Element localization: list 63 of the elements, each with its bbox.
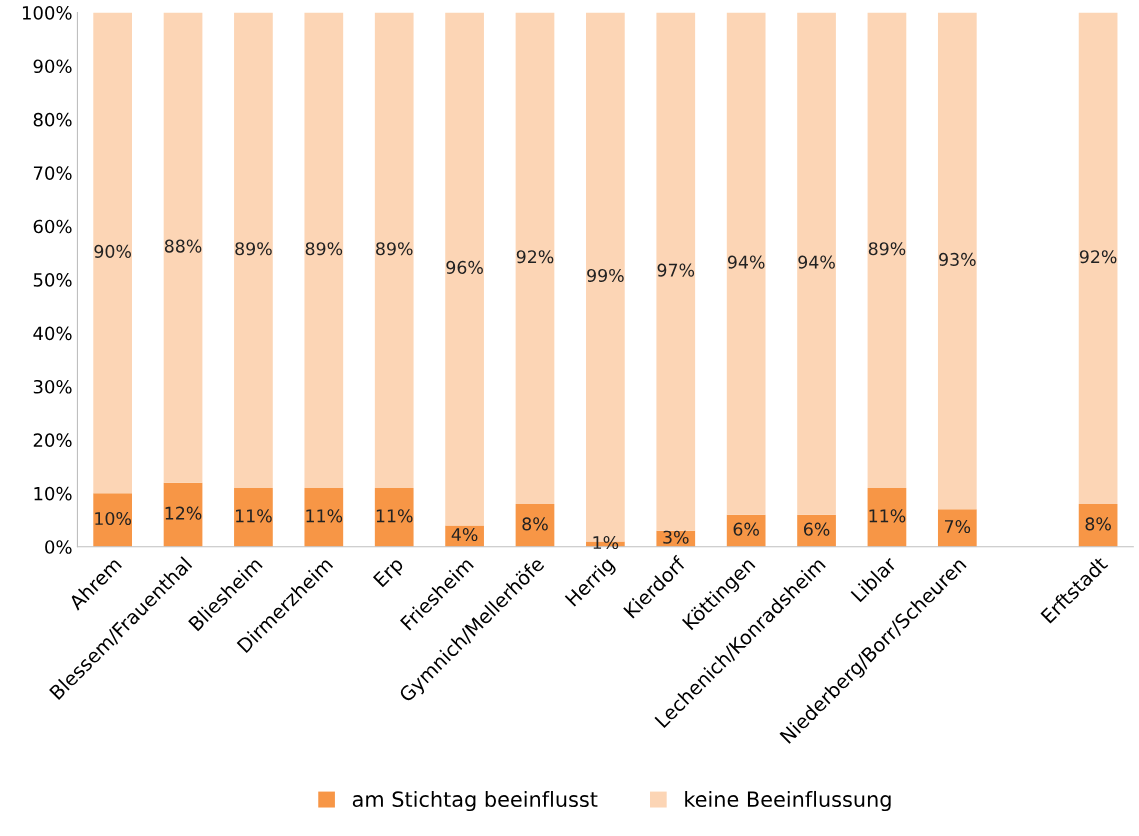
data-label: 90%: [94, 244, 131, 258]
legend-label: keine Beeinflussung: [685, 790, 891, 812]
bar: [304, 487, 344, 547]
data-label: 8%: [1085, 517, 1111, 531]
bar: [234, 487, 273, 547]
y-tick-label: 30%: [33, 379, 72, 394]
bar: [1078, 504, 1118, 547]
data-label: 11%: [376, 509, 413, 523]
bar: [867, 487, 907, 547]
data-label: 99%: [587, 268, 624, 283]
data-label: 89%: [305, 242, 343, 256]
bar: [234, 12, 273, 488]
data-label: 94%: [798, 255, 835, 269]
y-tick-label: 0%: [45, 540, 72, 554]
data-label: 88%: [164, 239, 202, 253]
data-label: 4%: [451, 527, 478, 542]
data-label: 11%: [869, 509, 906, 523]
y-tick-label: 10%: [34, 486, 72, 501]
bar: [867, 12, 907, 488]
legend-label: am Stichtag beeinflusst: [352, 790, 598, 812]
bar: [304, 12, 344, 488]
bar: [1078, 12, 1118, 505]
bar: [937, 12, 977, 510]
data-label: 89%: [235, 242, 272, 256]
y-tick-label: 60%: [33, 219, 72, 234]
bar: [374, 12, 414, 488]
data-label: 11%: [306, 509, 343, 523]
y-tick-label: 40%: [33, 326, 72, 341]
data-label: 10%: [95, 511, 131, 526]
bar: [797, 12, 836, 515]
data-label: 3%: [663, 530, 689, 544]
bar: [726, 12, 766, 515]
data-label: 7%: [944, 519, 971, 534]
y-tick-label: 70%: [33, 166, 72, 180]
data-label: 89%: [868, 242, 906, 256]
data-label: 11%: [236, 509, 272, 523]
data-label: 97%: [657, 263, 695, 277]
bar: [163, 482, 203, 547]
bar: [445, 12, 484, 526]
bar: [93, 493, 132, 547]
data-label: 93%: [939, 252, 976, 266]
y-tick-label: 20%: [33, 433, 72, 448]
data-label: 92%: [1079, 250, 1117, 264]
bar: [374, 487, 414, 547]
bar: [656, 12, 696, 531]
data-label: 6%: [803, 522, 830, 536]
data-label: 94%: [727, 255, 765, 269]
bar: [163, 12, 203, 483]
y-tick-label: 100%: [22, 6, 72, 20]
data-label: 89%: [376, 242, 413, 256]
data-label: 12%: [165, 506, 202, 520]
bar: [93, 12, 132, 494]
data-label: 1%: [593, 535, 619, 550]
data-label: 92%: [516, 250, 554, 264]
x-tick-label: Erp: [372, 556, 407, 591]
data-label: 96%: [446, 260, 483, 274]
data-label: 6%: [733, 522, 759, 536]
y-tick-label: 50%: [33, 273, 72, 287]
bar: [937, 509, 977, 547]
y-tick-label: 90%: [33, 59, 72, 74]
data-label: 8%: [522, 517, 548, 531]
bar: [515, 12, 555, 505]
y-tick-label: 80%: [33, 112, 72, 127]
